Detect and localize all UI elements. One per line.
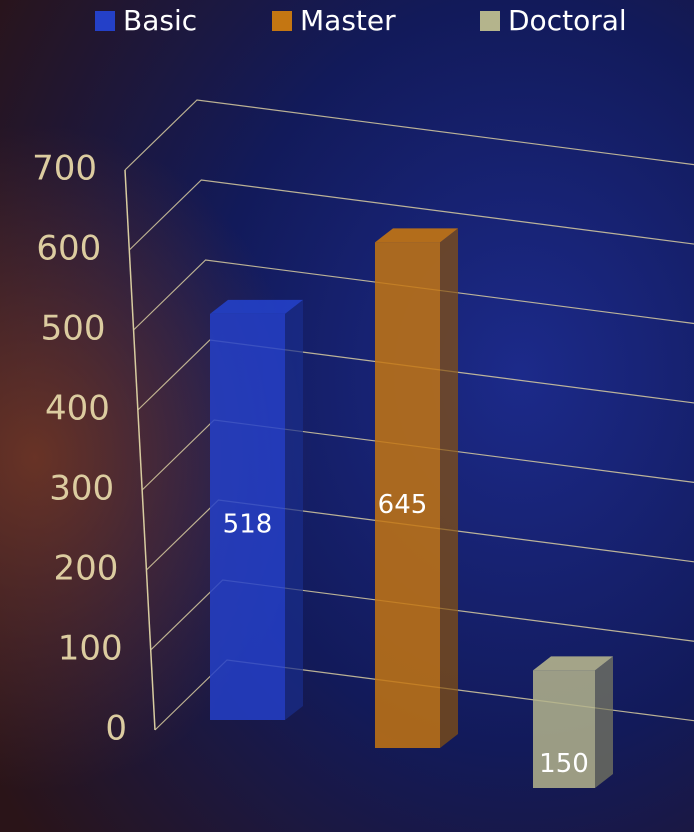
legend-swatch — [272, 11, 292, 31]
y-tick-label: 400 — [45, 389, 110, 429]
bar-side — [285, 299, 303, 720]
grid-line — [128, 179, 694, 251]
grid-line — [124, 99, 694, 171]
bar-side — [440, 228, 458, 748]
y-tick-label: 500 — [41, 309, 106, 349]
data-label: 518 — [223, 510, 273, 540]
grid-line — [137, 339, 694, 411]
data-label: 150 — [539, 749, 589, 779]
legend-label: Doctoral — [508, 4, 627, 37]
legend-swatch — [480, 11, 500, 31]
bar — [210, 313, 285, 720]
y-tick-label: 200 — [54, 549, 119, 589]
y-tick-label: 100 — [58, 629, 123, 669]
bar — [375, 242, 440, 748]
y-tick-label: 0 — [105, 709, 127, 749]
bar-side — [595, 656, 613, 788]
bar-top — [210, 299, 303, 314]
bar-top — [375, 228, 458, 243]
grid-line — [133, 259, 694, 331]
bar-top — [533, 656, 613, 671]
y-tick-label: 600 — [36, 229, 101, 269]
y-axis — [124, 169, 156, 731]
y-tick-label: 300 — [49, 469, 114, 509]
bars: 518 645 150 — [210, 228, 613, 788]
y-tick-label: 700 — [32, 149, 97, 189]
legend-label: Master — [300, 4, 396, 37]
legend-label: Basic — [123, 4, 197, 37]
legend-swatch — [95, 11, 115, 31]
data-label: 645 — [378, 490, 428, 520]
bar — [533, 670, 595, 788]
legend: Basic Master Doctoral — [95, 4, 627, 37]
grid: 0 100 200 300 400 500 600 700 — [32, 99, 694, 749]
